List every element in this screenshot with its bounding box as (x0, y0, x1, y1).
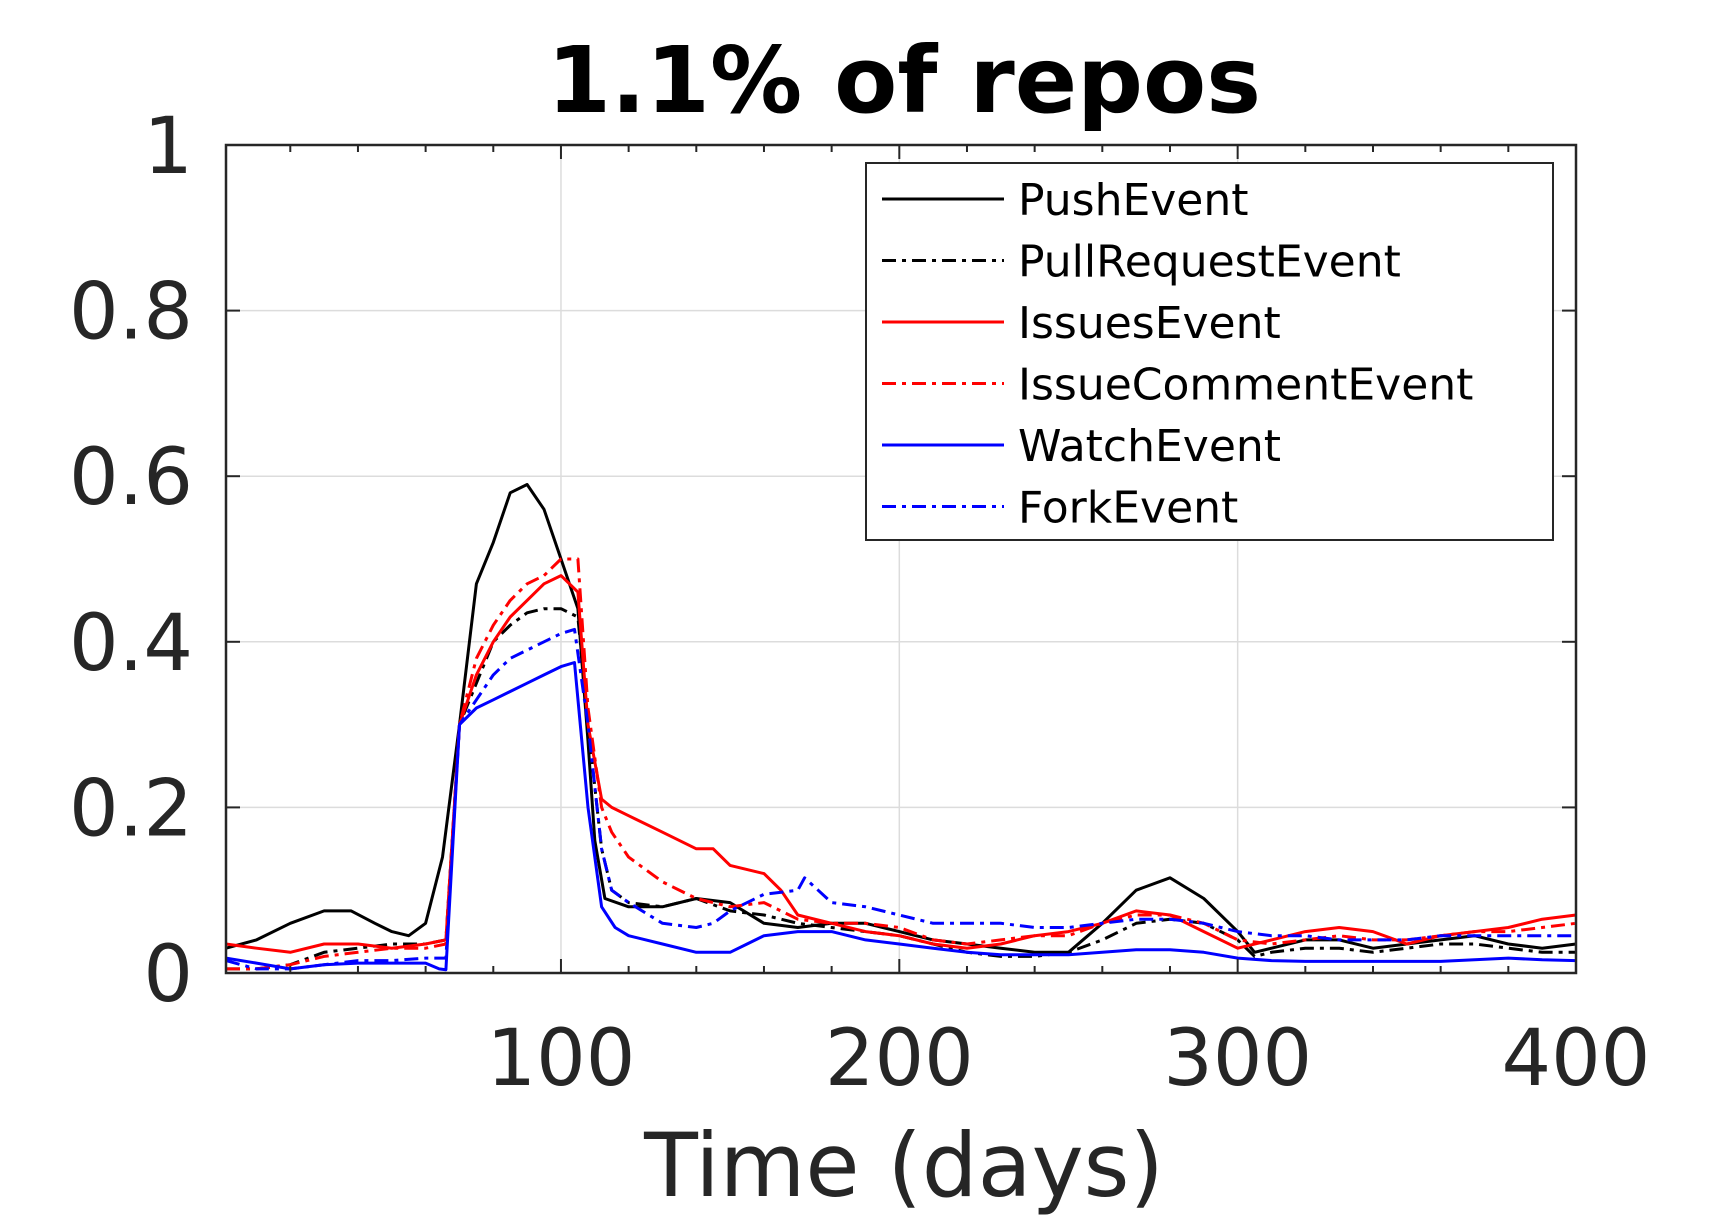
legend-label-IssuesEvent: IssuesEvent (1018, 298, 1281, 349)
y-tick-label: 0.8 (69, 268, 193, 358)
series-line-PushEvent (225, 483, 1577, 954)
legend: PushEvent PullRequestEvent IssuesEvent Issu… (865, 162, 1554, 541)
x-tick-label: 100 (487, 1014, 636, 1104)
legend-label-PushEvent: PushEvent (1018, 175, 1249, 226)
x-tick-label: 300 (1163, 1014, 1312, 1104)
legend-box (865, 162, 1554, 541)
series-line-WatchEvent (225, 661, 1577, 972)
series-line-ForkEvent (225, 627, 1576, 971)
tick-labels: 100 200 300 400 0 0.2 0.4 0.6 0.8 1 (69, 102, 1650, 1104)
legend-label-IssueCommentEvent: IssueCommentEvent (1018, 360, 1473, 411)
legend-label-PullRequestEvent: PullRequestEvent (1018, 237, 1401, 288)
x-tick-label: 400 (1502, 1014, 1651, 1104)
chart-title: 1.1% of repos (547, 27, 1261, 134)
series-line-IssuesEvent (225, 574, 1577, 954)
plot-frame (224, 143, 1578, 975)
y-tick-label: 0.6 (69, 433, 193, 523)
y-tick-label: 0.2 (69, 764, 193, 854)
series-layer (225, 483, 1577, 972)
series-line-PullRequestEvent (226, 607, 1576, 971)
x-tick-label: 200 (825, 1014, 974, 1104)
legend-label-WatchEvent: WatchEvent (1018, 421, 1281, 472)
y-tick-label: 1 (143, 102, 193, 192)
legend-label-ForkEvent: ForkEvent (1018, 483, 1238, 534)
y-tick-label: 0.4 (69, 599, 193, 689)
x-axis-label: Time (days) (643, 1114, 1164, 1217)
y-tick-label: 0 (143, 930, 193, 1020)
legend-items: PushEvent PullRequestEvent IssuesEvent Issu… (882, 175, 1473, 534)
axis-ticks (226, 144, 1577, 974)
